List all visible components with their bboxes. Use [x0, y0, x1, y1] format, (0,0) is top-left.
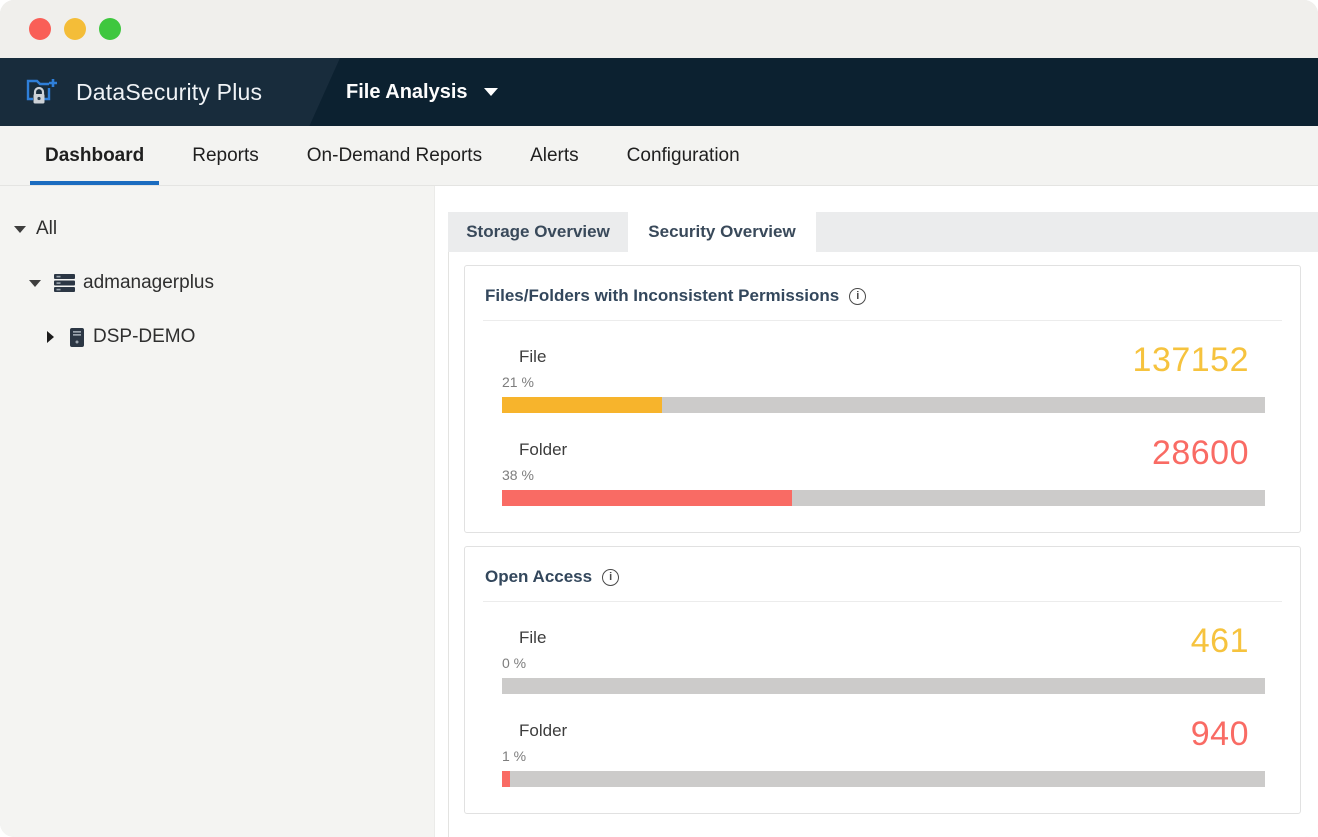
tree-item-dsp-demo[interactable]: DSP-DEMO [0, 316, 434, 358]
caret-down-icon[interactable] [14, 225, 26, 233]
stat-label: Folder [519, 721, 568, 740]
tree-item-all[interactable]: All [0, 208, 434, 250]
card-title: Open Access [485, 567, 593, 586]
stat-label: Folder [519, 440, 568, 459]
stat-row-file: File 21 % 137152 [502, 341, 1265, 413]
tree-item-label: DSP-DEMO [93, 326, 196, 347]
stat-percent: 1 % [502, 748, 527, 764]
card-inconsistent-permissions: Files/Folders with Inconsistent Permissi… [464, 265, 1301, 533]
brand-name: DataSecurity Plus [76, 78, 263, 105]
stat-value: 137152 [1132, 341, 1249, 379]
progress-fill [502, 397, 663, 413]
tab-storage-overview[interactable]: Storage Overview [466, 222, 610, 241]
info-icon[interactable]: i [849, 287, 867, 305]
stat-row-folder: Folder 38 % 28600 [502, 434, 1265, 506]
info-icon[interactable]: i [602, 568, 620, 586]
server-icon [70, 327, 84, 347]
nav-item-on-demand-reports[interactable]: On-Demand Reports [306, 144, 483, 166]
nav-item-reports[interactable]: Reports [192, 144, 259, 166]
close-button[interactable] [29, 18, 51, 40]
progress-fill [502, 490, 792, 506]
stat-percent: 0 % [502, 655, 527, 671]
divider [483, 601, 1282, 602]
divider [483, 320, 1282, 321]
chevron-down-icon [483, 88, 498, 96]
progress-track [502, 678, 1265, 694]
header-brand-panel [0, 58, 340, 126]
nav-item-dashboard[interactable]: Dashboard [30, 126, 160, 185]
nav-item-alerts[interactable]: Alerts [530, 144, 579, 166]
overview-tabstrip: Storage Overview Security Overview [448, 212, 1318, 252]
brand: DataSecurity Plus [0, 71, 318, 113]
nav-item-configuration[interactable]: Configuration [626, 144, 740, 166]
module-name: File Analysis [346, 80, 468, 103]
minimize-button[interactable] [64, 18, 86, 40]
window-titlebar [0, 0, 1318, 58]
tree-item-label: admanagerplus [83, 272, 214, 293]
stat-percent: 21 % [502, 374, 534, 390]
stat-percent: 38 % [502, 467, 534, 483]
main-content: Storage Overview Security Overview Files… [435, 186, 1318, 837]
stat-label: File [519, 347, 547, 366]
sidebar: All admanagerplus [0, 186, 435, 837]
progress-track [502, 490, 1265, 506]
progress-fill [502, 771, 510, 787]
progress-track [502, 397, 1265, 413]
primary-nav: Dashboard Reports On-Demand Reports Aler… [0, 126, 1318, 186]
stat-row-folder: Folder 1 % 940 [502, 715, 1265, 787]
tree-item-label: All [36, 218, 58, 239]
security-overview-panel: Files/Folders with Inconsistent Permissi… [448, 252, 1318, 837]
tab-security-overview[interactable]: Security Overview [628, 212, 816, 252]
progress-track [502, 771, 1265, 787]
window-controls [29, 18, 121, 40]
stat-value: 461 [1190, 622, 1249, 660]
tree-item-admanagerplus[interactable]: admanagerplus [0, 262, 434, 304]
stat-value: 28600 [1151, 434, 1249, 472]
card-open-access: Open Access i File 0 % 461 [464, 546, 1301, 814]
server-group-icon [54, 274, 75, 292]
module-selector[interactable]: File Analysis [318, 81, 498, 104]
caret-right-icon[interactable] [44, 331, 56, 343]
datasecurity-logo-icon [22, 71, 64, 113]
app-header: DataSecurity Plus File Analysis [0, 58, 1318, 126]
zoom-button[interactable] [99, 18, 121, 40]
stat-value: 940 [1190, 715, 1249, 753]
stat-label: File [519, 628, 547, 647]
stat-row-file: File 0 % 461 [502, 622, 1265, 694]
card-title: Files/Folders with Inconsistent Permissi… [485, 286, 840, 305]
caret-down-icon[interactable] [29, 279, 41, 287]
